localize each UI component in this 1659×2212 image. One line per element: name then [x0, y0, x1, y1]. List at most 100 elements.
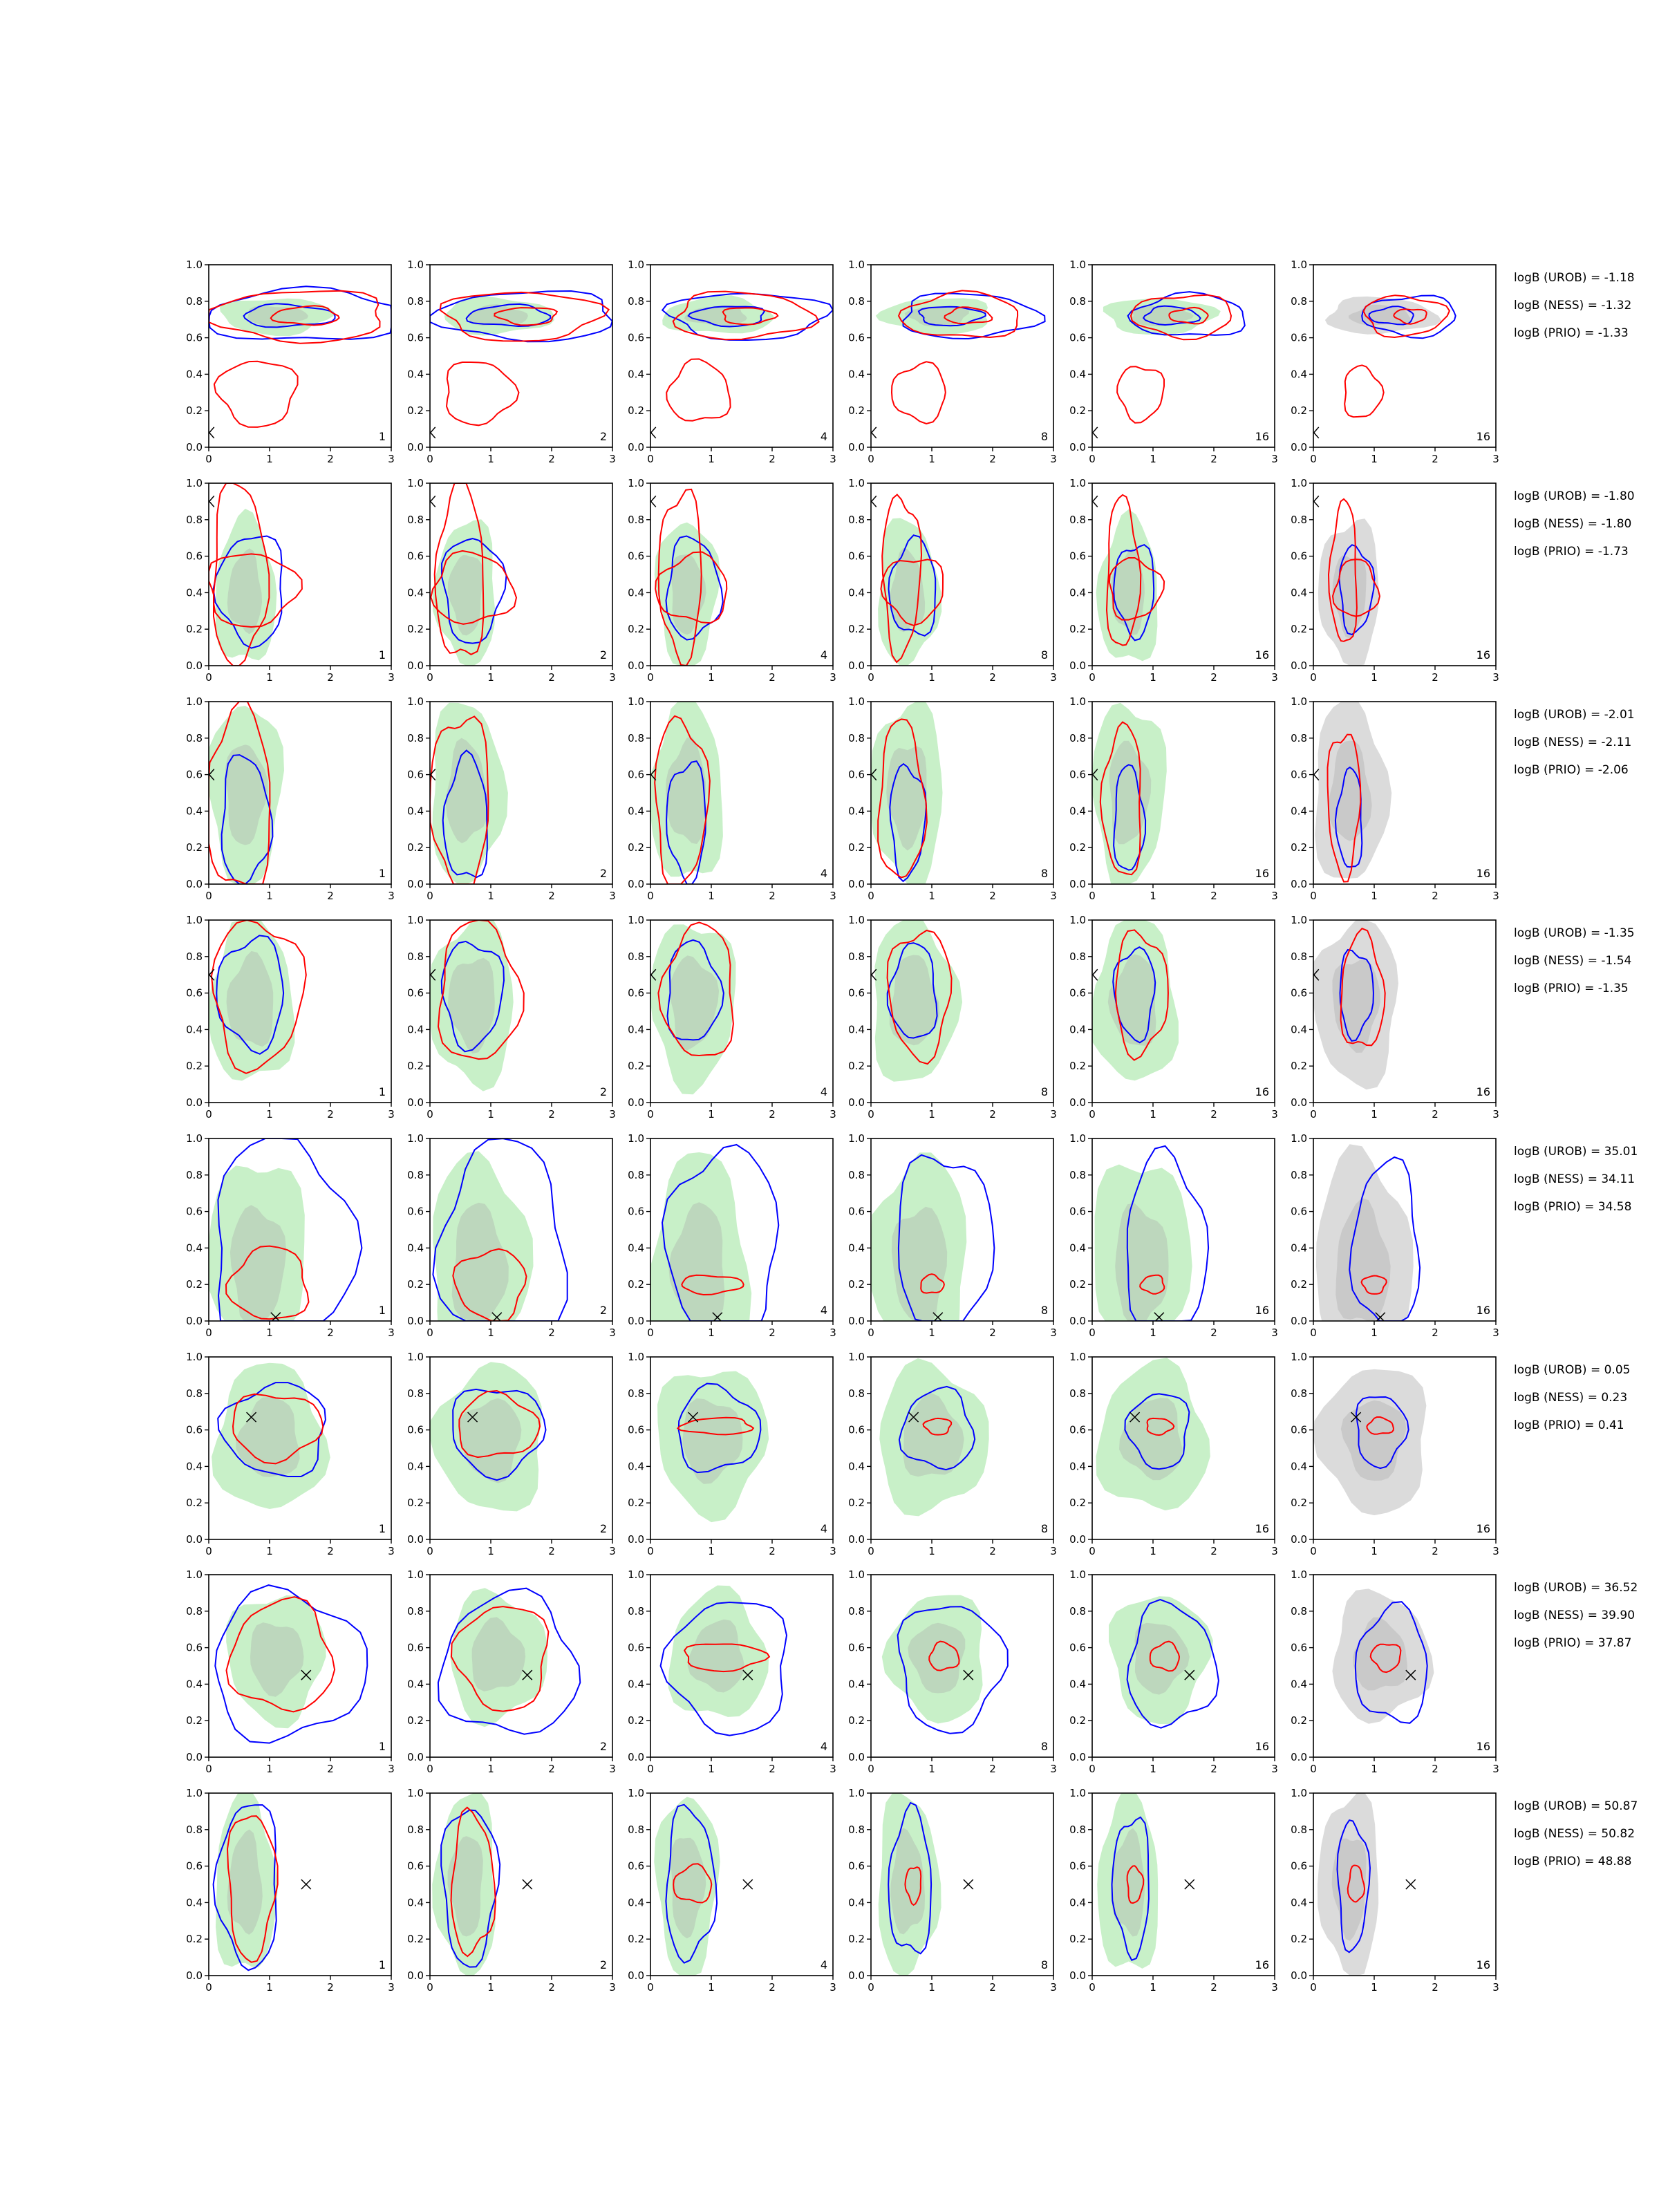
y-tick-label: 0.8 — [1069, 950, 1086, 963]
panel-frame — [208, 482, 392, 666]
y-tick-label: 0.8 — [407, 1387, 424, 1400]
x-tick-label: 3 — [1492, 1981, 1499, 1994]
panel-content — [209, 483, 303, 666]
panel-content — [430, 290, 612, 439]
y-tick-label: 0.8 — [1069, 732, 1086, 744]
density-fill-inner — [1119, 1398, 1183, 1481]
x-tick-label: 2 — [548, 890, 555, 902]
y-tick-label: 0.0 — [628, 1969, 644, 1982]
y-tick-label: 0.6 — [1291, 550, 1307, 563]
panel-corner-label: 8 — [1041, 867, 1048, 880]
y-tick-label: 0.4 — [186, 1678, 203, 1690]
panel-frame — [870, 919, 1054, 1103]
panel-frame — [208, 919, 392, 1103]
x-tick-label: 0 — [427, 1327, 433, 1339]
x-tick-label: 1 — [487, 671, 494, 684]
y-tick-label: 0.0 — [1291, 441, 1307, 453]
y-tick-label: 0.2 — [1291, 1278, 1307, 1291]
x-tick-label: 1 — [928, 671, 935, 684]
y-tick-label: 0.8 — [1291, 732, 1307, 744]
density-fill-inner — [226, 950, 274, 1047]
panel-corner-label: 1 — [379, 1522, 386, 1535]
x-tick-label: 1 — [928, 1108, 935, 1121]
x-tick-label: 1 — [928, 453, 935, 465]
x-tick-label: 0 — [427, 1763, 433, 1775]
logb-label: logB (NESS) = -1.80 — [1514, 517, 1631, 531]
panel-frame — [1313, 1138, 1497, 1322]
y-tick-label: 0.4 — [848, 1896, 865, 1909]
blue-contour — [665, 535, 724, 641]
x-tick-label: 1 — [1371, 671, 1378, 684]
panel-corner-label: 4 — [821, 1958, 827, 1971]
y-tick-label: 0.8 — [848, 1169, 865, 1181]
panel-content — [650, 921, 736, 1095]
x-tick-label: 3 — [1492, 1108, 1499, 1121]
panel-r6-c4: 0 1 2 3 0.0 0.2 0.4 0.6 0.8 1.0 8 — [848, 1351, 1057, 1557]
panel-frame — [429, 482, 613, 666]
red-contour — [890, 361, 946, 425]
panel-content — [871, 290, 1046, 439]
panel-content — [432, 1793, 533, 1976]
x-tick-label: 0 — [1089, 453, 1096, 465]
red-contour — [210, 920, 307, 1074]
y-tick-label: 0.2 — [1291, 623, 1307, 635]
y-tick-label: 0.0 — [407, 441, 424, 453]
density-fill-outer — [1315, 1144, 1414, 1321]
panel-content — [1092, 494, 1165, 662]
y-tick-label: 0.0 — [407, 1969, 424, 1982]
x-tick-label: 1 — [487, 890, 494, 902]
x-tick-label: 1 — [708, 1545, 715, 1557]
x-tick-label: 0 — [205, 890, 212, 902]
x-tick-label: 0 — [868, 1108, 874, 1121]
red-contour — [1116, 366, 1165, 424]
density-fill-inner — [1332, 555, 1367, 639]
x-tick-label: 1 — [487, 1327, 494, 1339]
y-tick-label: 0.4 — [1069, 1241, 1086, 1254]
x-tick-label: 3 — [1492, 453, 1499, 465]
y-tick-label: 0.4 — [628, 1896, 644, 1909]
panel-frame — [1313, 264, 1497, 448]
y-tick-label: 0.8 — [1291, 950, 1307, 963]
y-tick-label: 0.6 — [1069, 550, 1086, 563]
x-tick-label: 3 — [830, 1545, 836, 1557]
x-tick-label: 0 — [205, 1327, 212, 1339]
panel-corner-label: 2 — [600, 430, 607, 443]
y-tick-label: 0.2 — [1069, 1060, 1086, 1072]
panel-frame — [650, 1138, 834, 1322]
y-tick-label: 0.8 — [1291, 1169, 1307, 1181]
panel-corner-label: 1 — [379, 1304, 386, 1317]
y-tick-label: 0.6 — [628, 1860, 644, 1873]
panel-corner-label: 4 — [821, 867, 827, 880]
x-tick-label: 0 — [647, 890, 654, 902]
y-tick-label: 0.2 — [848, 404, 865, 417]
y-tick-label: 0.6 — [1291, 1424, 1307, 1436]
panel-corner-label: 8 — [1041, 648, 1048, 662]
y-tick-label: 1.0 — [848, 1132, 865, 1145]
y-tick-label: 0.2 — [628, 623, 644, 635]
x-tick-label: 2 — [327, 1981, 334, 1994]
y-tick-label: 1.0 — [1069, 1132, 1086, 1145]
y-tick-label: 0.0 — [628, 1751, 644, 1763]
y-tick-label: 0.4 — [628, 805, 644, 817]
density-fill-outer — [654, 522, 721, 666]
panel-corner-label: 2 — [600, 648, 607, 662]
y-tick-label: 0.8 — [628, 950, 644, 963]
x-tick-label: 1 — [266, 1981, 273, 1994]
blue-contour — [666, 939, 724, 1041]
panel-frame — [429, 701, 613, 885]
density-fill-outer — [209, 1165, 305, 1321]
x-tick-label: 0 — [647, 1545, 654, 1557]
x-tick-label: 0 — [647, 1108, 654, 1121]
x-tick-label: 2 — [327, 671, 334, 684]
x-tick-label: 0 — [1310, 1327, 1317, 1339]
logb-label: logB (UROB) = 50.87 — [1514, 1799, 1638, 1813]
y-tick-label: 0.2 — [186, 841, 203, 854]
density-fill-inner — [451, 1202, 509, 1321]
x-tick-label: 0 — [205, 1981, 212, 1994]
panel-corner-label: 16 — [1255, 1085, 1269, 1098]
density-fill-inner — [1331, 1838, 1367, 1941]
y-tick-label: 0.0 — [407, 1315, 424, 1327]
panel-content — [871, 702, 943, 884]
true-value-marker — [301, 1669, 312, 1680]
y-tick-label: 0.0 — [186, 659, 203, 672]
